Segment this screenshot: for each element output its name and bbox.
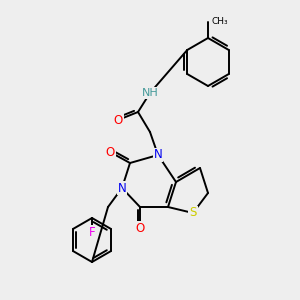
Text: O: O (135, 221, 145, 235)
Text: F: F (89, 226, 95, 238)
Text: N: N (118, 182, 126, 194)
Text: S: S (189, 206, 197, 220)
Text: O: O (105, 146, 115, 158)
Text: NH: NH (142, 88, 158, 98)
Text: CH₃: CH₃ (212, 17, 229, 26)
Text: N: N (154, 148, 162, 161)
Text: O: O (113, 113, 123, 127)
